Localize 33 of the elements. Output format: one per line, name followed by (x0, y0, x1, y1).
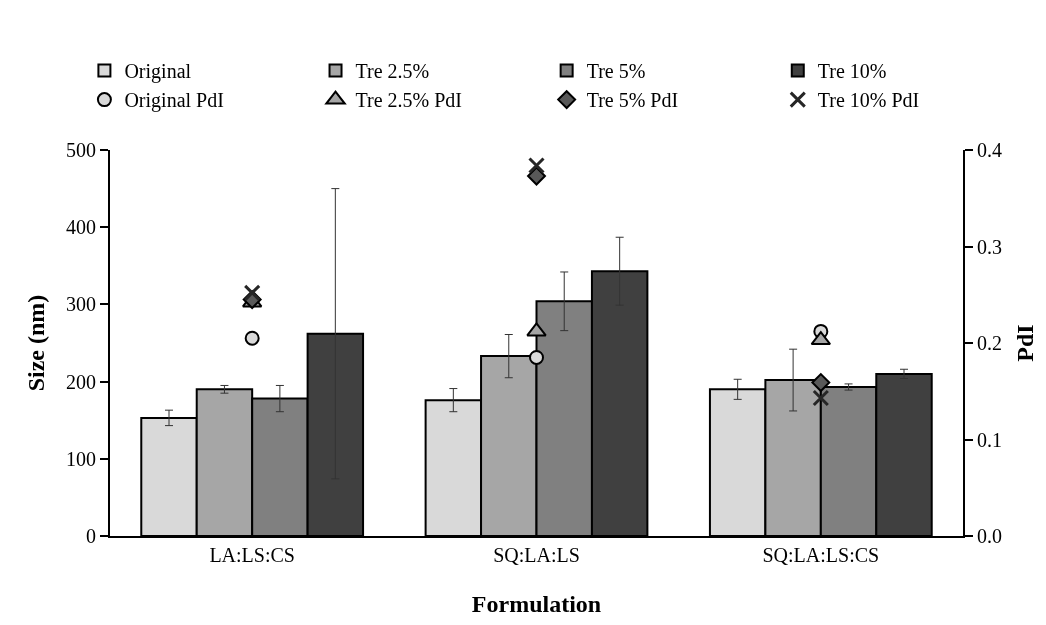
point (527, 166, 546, 186)
x-tick-label: SQ:LA:LS:CS (762, 544, 880, 566)
y-tick-label: 400 (66, 216, 96, 239)
point (244, 330, 260, 346)
x-tick-label: LA:LS:CS (209, 544, 295, 566)
y2-axis-title: PdI (1011, 324, 1038, 362)
legend-label: Tre 2.5% (355, 60, 430, 83)
y2-tick-label: 0.1 (977, 428, 1002, 451)
point (812, 389, 830, 407)
point (529, 349, 544, 365)
y2-tick-label: 0.0 (977, 525, 1002, 547)
x-axis-title: Formulation (471, 590, 602, 617)
y2-tick-label: 0.4 (977, 139, 1002, 161)
point (528, 156, 545, 174)
y2-tick-label: 0.3 (977, 235, 1002, 258)
y-tick-label: 300 (66, 293, 96, 316)
legend-label: Tre 2.5% PdI (355, 89, 463, 112)
y-tick-label: 100 (66, 447, 96, 470)
legend-label: Original PdI (124, 89, 224, 113)
legend-label: Original (124, 60, 192, 84)
y-tick-label: 0 (86, 525, 96, 547)
y-axis-title: Size (nm) (22, 294, 49, 392)
y2-tick-label: 0.2 (977, 332, 1002, 354)
legend-label: Tre 10% PdI (817, 89, 920, 112)
point (526, 322, 547, 337)
legend-label: Tre 5% PdI (586, 89, 679, 112)
y-tick-label: 200 (66, 370, 96, 393)
y-tick-label: 500 (66, 139, 96, 161)
point (811, 373, 831, 393)
legend-label: Tre 5% (586, 60, 646, 83)
x-tick-label: SQ:LA:LS (493, 544, 580, 566)
legend-label: Tre 10% (817, 60, 887, 83)
point (243, 284, 261, 302)
